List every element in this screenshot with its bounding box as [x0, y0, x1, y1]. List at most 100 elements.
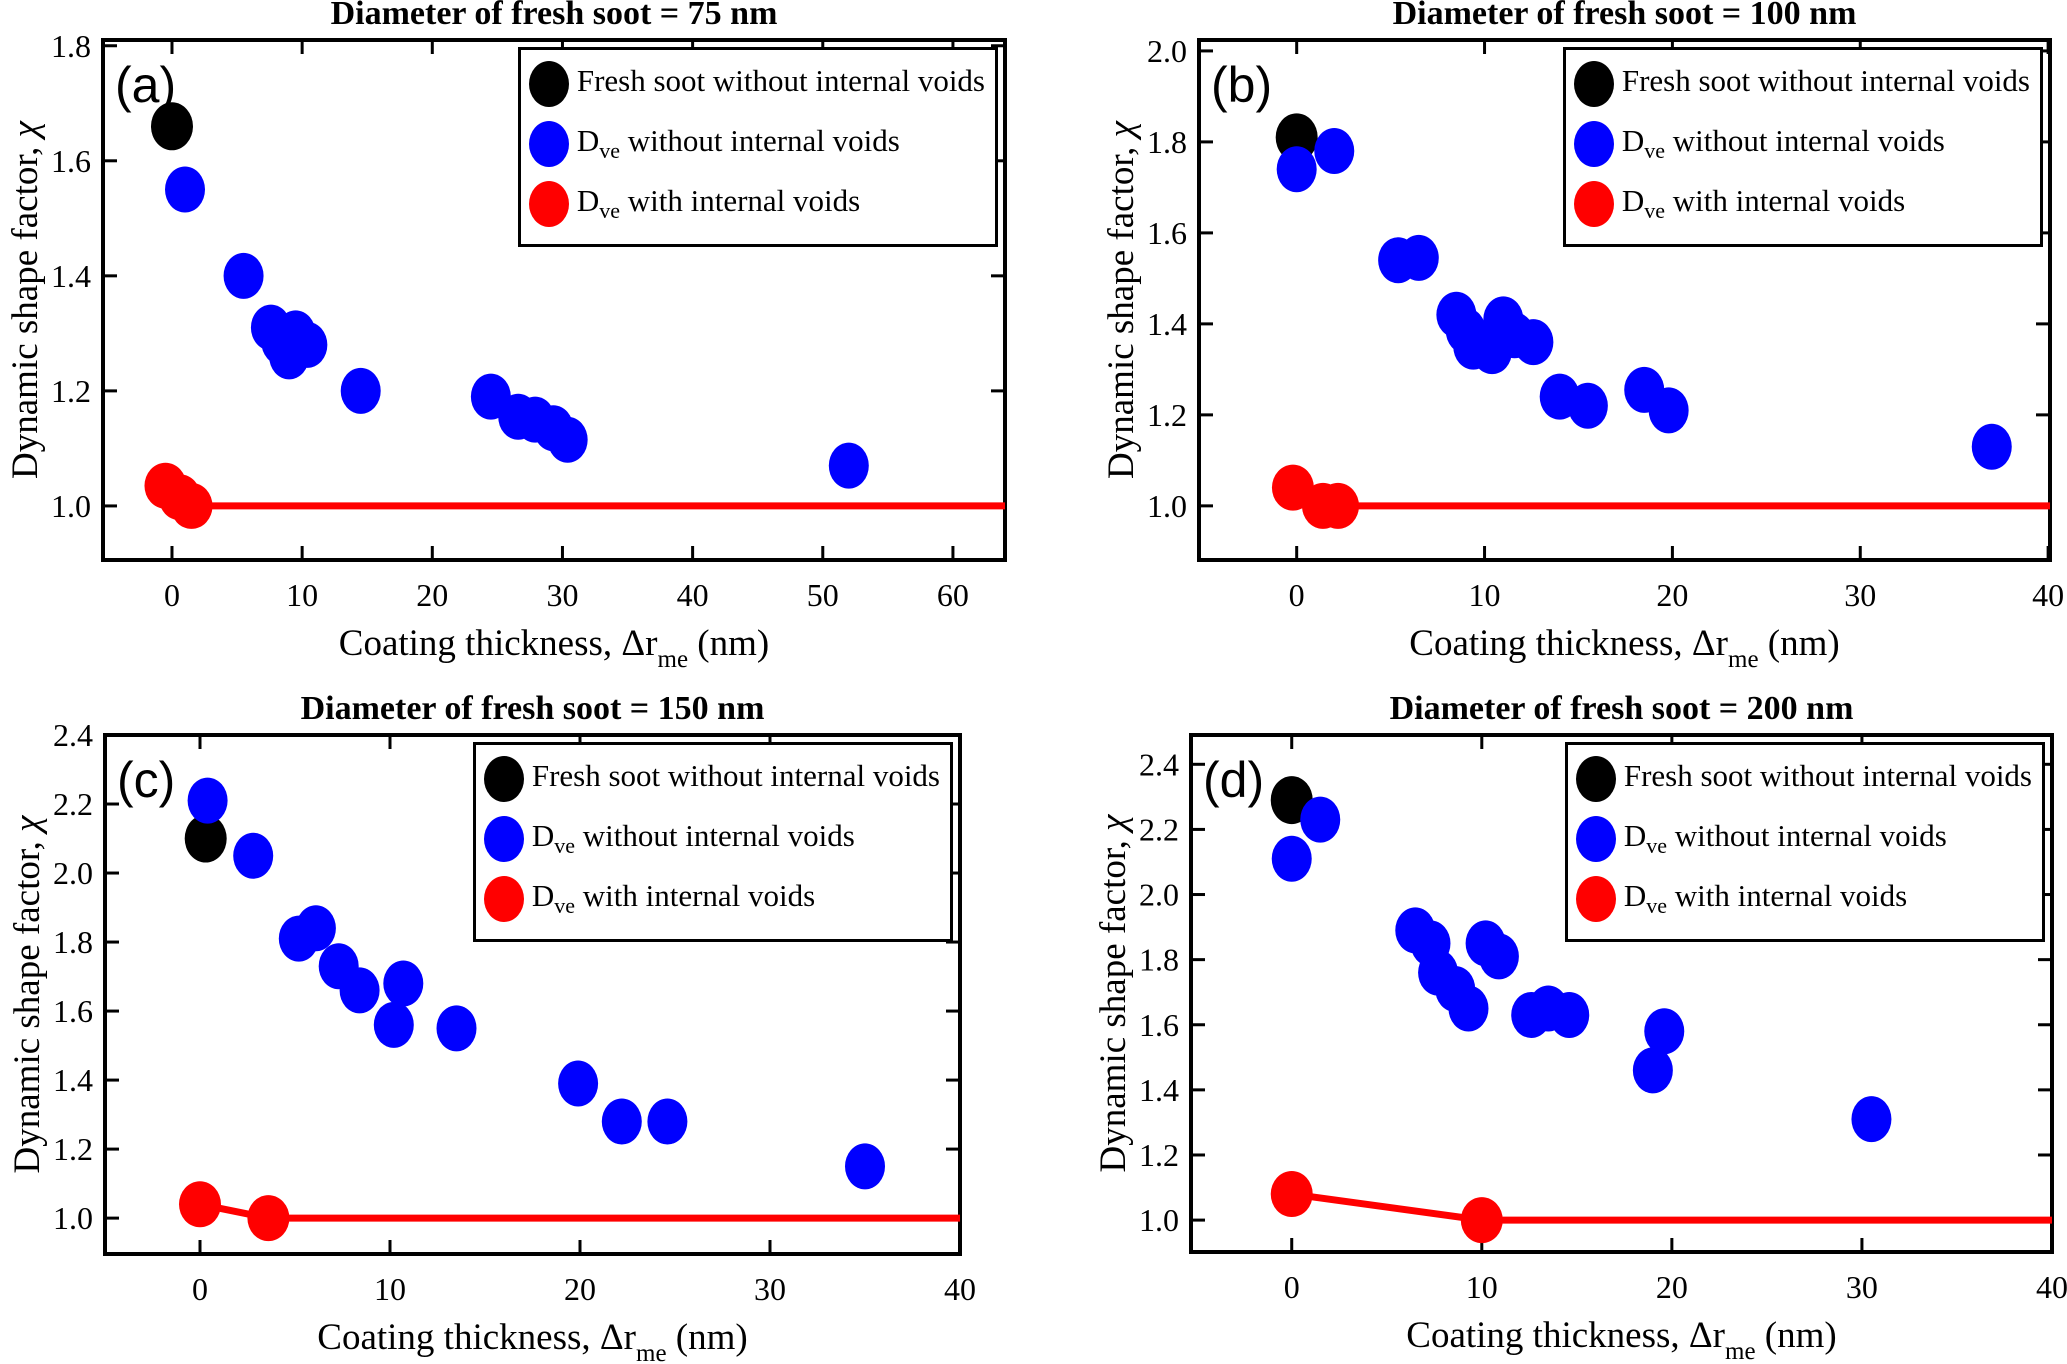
y-tick-label: 2.2: [1139, 811, 1179, 847]
plot-border: [101, 38, 1007, 562]
y-tick-label: 1.6: [53, 993, 93, 1029]
legend-label-text: without internal voids: [1667, 818, 1947, 854]
y-tick-label: 1.4: [1147, 306, 1187, 342]
legend: Fresh soot without internal voids Dve wit…: [472, 742, 953, 942]
data-point-dve-no-voids: [1276, 146, 1317, 193]
data-point-dve-no-voids: [287, 321, 328, 368]
panel-a: Diameter of fresh soot = 75 nm 0 10 20 30 40 5…: [0, 0, 1033, 682]
y-tick-label: 2.0: [1139, 877, 1179, 913]
panel-b-plot: Diameter of fresh soot = 100 nm 0 10 20 30 40…: [1101, 0, 2064, 673]
x-tick-label: 20: [1656, 577, 1688, 613]
data-point-dve-no-voids: [828, 442, 869, 489]
data-point-dve-no-voids: [233, 832, 274, 879]
data-point-dve-no-voids: [223, 252, 264, 299]
legend-row: Dve with internal voids: [1573, 174, 2030, 234]
legend-row: Dve without internal voids: [483, 809, 940, 869]
data-point-dve-no-voids: [1648, 387, 1689, 434]
x-tick-label: 0: [1284, 1269, 1300, 1305]
legend-label-text: without internal voids: [1665, 123, 1945, 159]
data-point-dve-no-voids: [647, 1098, 688, 1145]
y-tick-label: 1.4: [53, 1062, 93, 1098]
legend-row: Dve without internal voids: [1573, 114, 2030, 174]
data-point-dve-no-voids: [436, 1005, 477, 1052]
x-tick-label: 40: [2036, 1269, 2067, 1305]
legend-label-pre: D: [576, 183, 600, 219]
y-tick-label: 1.8: [1147, 124, 1187, 160]
y-tick-label: 1.8: [53, 924, 93, 960]
y-tick-label: 1.2: [1139, 1137, 1179, 1173]
legend-label-text: with internal voids: [575, 878, 816, 914]
data-point-dve-no-voids: [558, 1060, 599, 1107]
panel-a-plot: Diameter of fresh soot = 75 nm 0 10 20 30 40 5…: [5, 0, 1007, 673]
data-point-fresh-soot: [1275, 113, 1318, 162]
legend-label-text: Fresh soot without internal voids: [531, 758, 940, 794]
legend-label-sub: ve: [554, 833, 575, 859]
x-axis-label: Coating thickness, Δrme (nm): [1409, 623, 1839, 673]
x-tick-label: 10: [1469, 577, 1501, 613]
data-point-dve-with-voids: [1460, 1197, 1503, 1244]
red-baseline-line: [1291, 484, 2050, 510]
red-baseline-line: [1291, 1190, 2052, 1224]
legend-label: Dve without internal voids: [1624, 820, 1947, 857]
y-axis-label: Dynamic shape factor, χ: [1093, 813, 1134, 1173]
legend-label-sub: ve: [599, 138, 620, 164]
legend-marker-dve: [483, 816, 524, 862]
y-tick-label: 2.4: [1139, 746, 1179, 782]
y-axis-label: Dynamic shape factor, χ: [1101, 119, 1142, 479]
legend-label: Dve with internal voids: [577, 185, 860, 222]
x-tick-label: 50: [807, 577, 839, 613]
y-tick-label: 1.2: [51, 373, 91, 409]
legend-row: Dve with internal voids: [528, 174, 985, 234]
data-point-dve-with-voids: [247, 1195, 290, 1242]
data-point-dve-no-voids: [1314, 128, 1355, 175]
legend-row: Dve with internal voids: [1575, 869, 2032, 929]
x-tick-label: 30: [1844, 577, 1876, 613]
legend-row: Fresh soot without internal voids: [483, 749, 940, 809]
plot-title: Diameter of fresh soot = 150 nm: [301, 690, 765, 727]
legend-label-pre: D: [1623, 818, 1647, 854]
x-tick-label: 20: [416, 577, 448, 613]
data-point-dve-no-voids: [1513, 319, 1554, 366]
data-point-dve-no-voids: [1478, 933, 1519, 980]
legend-label-sub: ve: [1644, 138, 1665, 164]
legend-label-text: without internal voids: [575, 818, 855, 854]
y-axis-label: Dynamic shape factor, χ: [7, 814, 48, 1174]
data-point-dve-no-voids: [1271, 835, 1312, 882]
y-tick-label: 2.0: [1147, 33, 1187, 69]
data-point-dve-no-voids: [1300, 796, 1341, 843]
plot-border: [103, 733, 962, 1256]
legend-row: Dve without internal voids: [1575, 809, 2032, 869]
legend-label: Fresh soot without internal voids: [1624, 760, 2032, 797]
x-axis-label: Coating thickness, Δrme (nm): [339, 623, 769, 673]
y-tick-label: 1.2: [53, 1131, 93, 1167]
x-tick-label: 10: [286, 577, 318, 613]
legend-label: Dve with internal voids: [532, 880, 815, 917]
y-tick-label: 1.2: [1147, 397, 1187, 433]
panel-b: Diameter of fresh soot = 100 nm 0 10 20 30 40…: [1034, 0, 2067, 682]
red-baseline-line: [163, 483, 1005, 510]
y-tick-label: 1.8: [51, 28, 91, 64]
data-point-dve-no-voids: [295, 905, 336, 952]
y-tick-label: 1.4: [1139, 1072, 1179, 1108]
legend-label: Dve with internal voids: [1624, 880, 1907, 917]
legend-marker-fresh: [1575, 756, 1616, 802]
legend-row: Dve without internal voids: [528, 114, 985, 174]
legend-label-sub: ve: [1644, 198, 1665, 224]
legend-row: Fresh soot without internal voids: [528, 54, 985, 114]
x-tick-label: 30: [754, 1271, 786, 1307]
panel-letter: (d): [1203, 752, 1264, 808]
legend: Fresh soot without internal voids Dve wit…: [1564, 742, 2045, 942]
x-tick-label: 30: [1846, 1269, 1878, 1305]
legend-marker-dve: [528, 121, 569, 167]
panel-c: Diameter of fresh soot = 150 nm 0 10 20 30 40…: [0, 682, 1033, 1364]
x-tick-label: 40: [944, 1271, 976, 1307]
plot-border: [1197, 38, 2052, 562]
legend-label-pre: D: [1621, 123, 1645, 159]
x-tick-label: 0: [1289, 577, 1305, 613]
legend-marker-fresh: [1573, 61, 1614, 107]
panel-d-plot: Diameter of fresh soot = 200 nm 0 10 20 30 40…: [1093, 690, 2067, 1364]
x-tick-label: 20: [1656, 1269, 1688, 1305]
legend-label-text: with internal voids: [620, 183, 861, 219]
legend: Fresh soot without internal voids Dve wit…: [1562, 47, 2043, 247]
legend: Fresh soot without internal voids Dve wit…: [517, 47, 998, 247]
